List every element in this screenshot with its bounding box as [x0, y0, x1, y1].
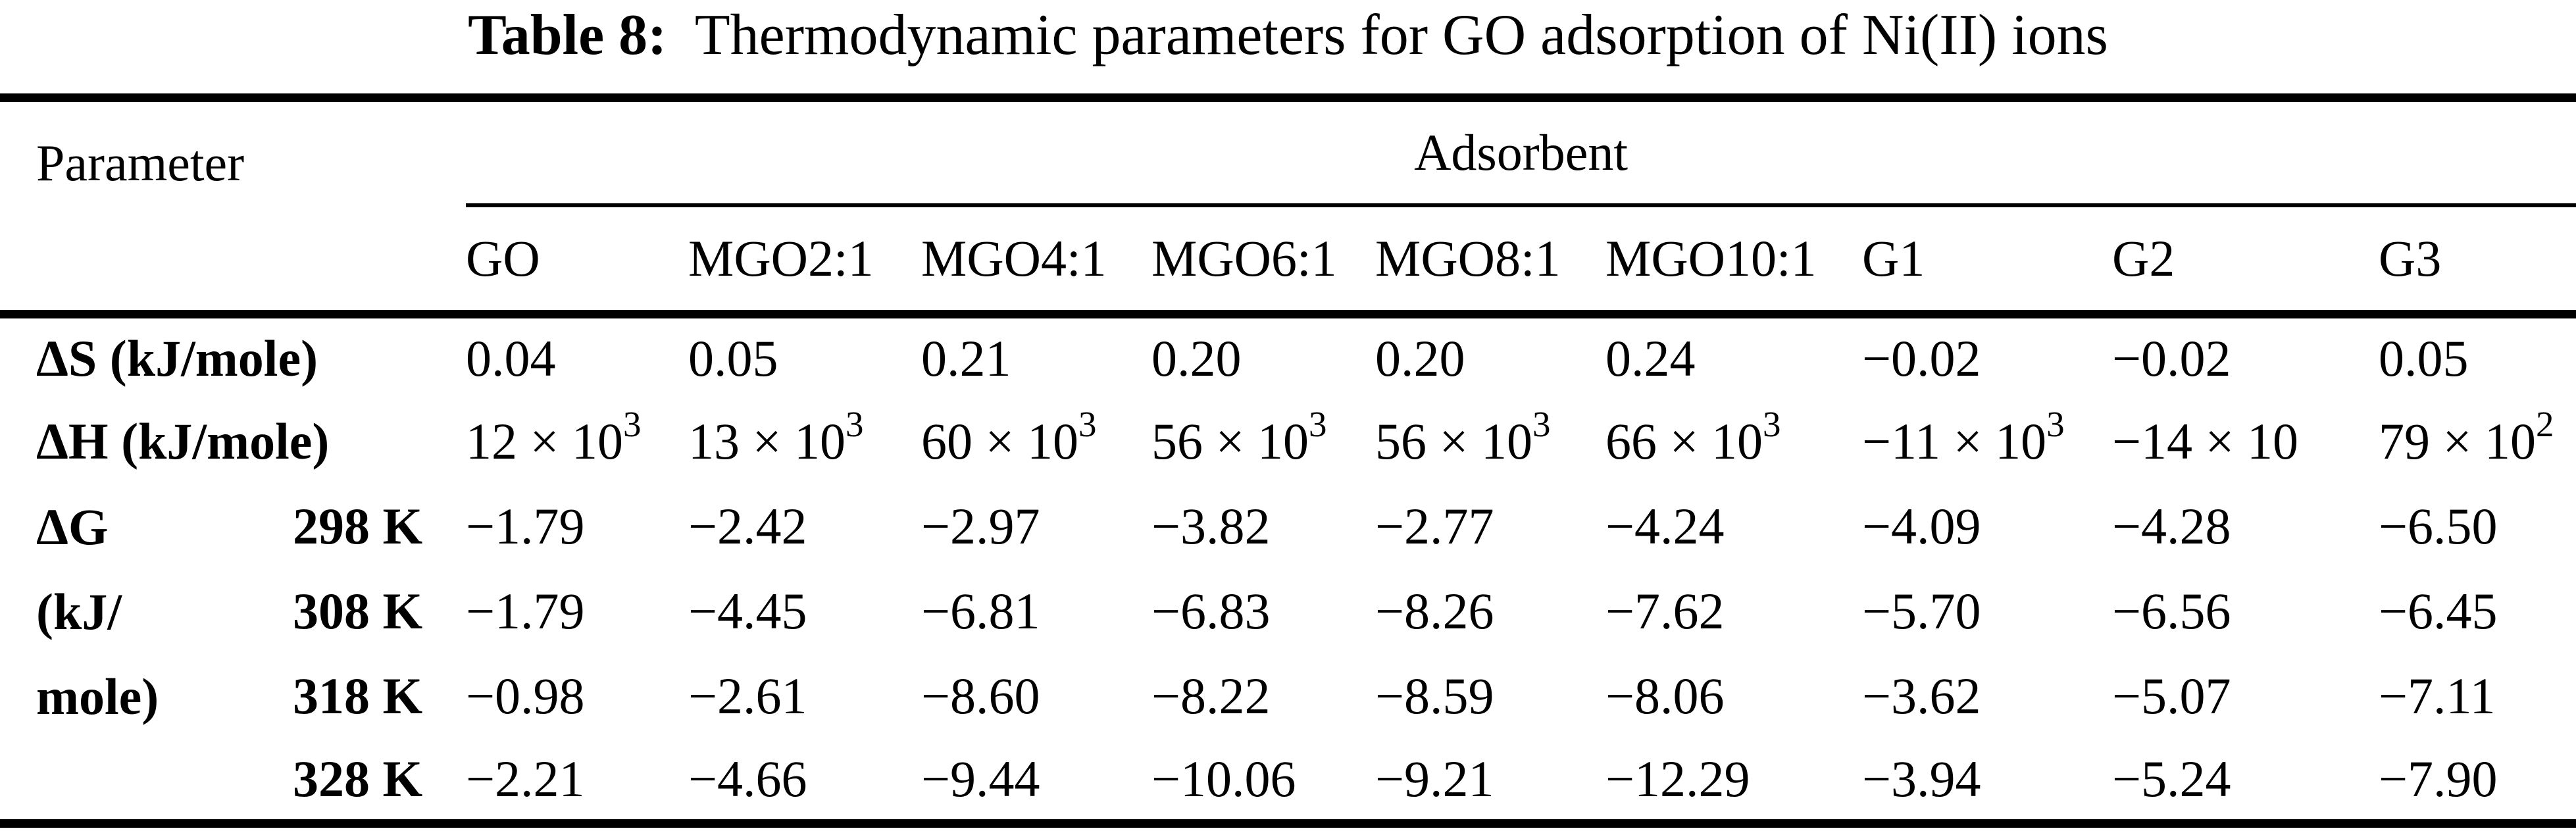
cell-delta-h-g3: 79 × 102: [2379, 404, 2554, 470]
cell-delta-g-298-k-go: −1.79: [466, 497, 585, 555]
column-header-mgo2-1: MGO2:1: [688, 205, 921, 318]
cell-delta-g-298-k-g3: −6.50: [2379, 497, 2498, 555]
table-row-delta-g-308-k: 308 K −1.79 −4.45 −6.81 −6.83 −8.26 −7.62 −5.70…: [0, 569, 2576, 654]
cell-delta-s-go: 0.04: [466, 330, 556, 388]
table-row-delta-g-318-k: 318 K −0.98 −2.61 −8.60 −8.22 −8.59 −8.06 −3.62…: [0, 654, 2576, 739]
column-header-mgo4-1: MGO4:1: [921, 205, 1151, 318]
cell-delta-g-308-k-mgo8-1: −8.26: [1375, 582, 1494, 640]
cell-delta-s-mgo10-1: 0.24: [1605, 330, 1696, 388]
cell-delta-g-318-k-g3: −7.11: [2379, 667, 2496, 724]
cell-delta-g-328-k-mgo10-1: −12.29: [1605, 749, 1750, 807]
table-row-delta-h: ΔH (kJ/mole) 12 × 103 13 × 103 60 × 103 56 ×…: [0, 399, 2576, 484]
temperature-label-298-k: 298 K: [293, 497, 423, 555]
temperature-label-318-k: 318 K: [293, 667, 423, 724]
cell-delta-g-298-k-mgo4-1: −2.97: [921, 497, 1040, 555]
cell-delta-g-308-k-go: −1.79: [466, 582, 585, 640]
cell-delta-g-318-k-mgo8-1: −8.59: [1375, 667, 1494, 724]
temperature-label-328-k: 328 K: [293, 749, 423, 807]
cell-delta-g-298-k-mgo10-1: −4.24: [1605, 497, 1725, 555]
cell-delta-g-328-k-g3: −7.90: [2379, 749, 2498, 807]
adsorbent-header: Adsorbent: [466, 97, 2576, 207]
header-row-columns: GO MGO2:1 MGO4:1 MGO6:1 MGO8:1 MGO10:1 G1 G2 G3: [0, 205, 2576, 318]
cell-delta-g-308-k-mgo2-1: −4.45: [688, 582, 807, 640]
cell-delta-g-318-k-g1: −3.62: [1862, 667, 1981, 724]
cell-delta-s-mgo2-1: 0.05: [688, 330, 778, 388]
parameter-header: Parameter: [0, 97, 466, 318]
cell-delta-g-298-k-mgo6-1: −3.82: [1151, 497, 1271, 555]
cell-delta-h-go: 12 × 103: [466, 404, 642, 470]
column-header-go: GO: [466, 205, 688, 318]
cell-delta-h-mgo10-1: 66 × 103: [1605, 404, 1781, 470]
cell-delta-g-328-k-g1: −3.94: [1862, 749, 1981, 807]
cell-delta-h-mgo8-1: 56 × 103: [1375, 404, 1551, 470]
column-header-g2: G2: [2112, 205, 2379, 318]
cell-delta-g-318-k-g2: −5.07: [2112, 667, 2231, 724]
table-row-delta-s: ΔS (kJ/mole) 0.04 0.05 0.21 0.20 0.20 0.24 −0.0…: [0, 315, 2576, 399]
cell-delta-g-308-k-g2: −6.56: [2112, 582, 2231, 640]
cell-delta-g-318-k-mgo6-1: −8.22: [1151, 667, 1271, 724]
column-header-g3: G3: [2379, 205, 2576, 318]
cell-delta-g-308-k-mgo4-1: −6.81: [921, 582, 1040, 640]
cell-delta-g-318-k-mgo10-1: −8.06: [1605, 667, 1725, 724]
column-header-mgo8-1: MGO8:1: [1375, 205, 1605, 318]
cell-delta-g-328-k-mgo2-1: −4.66: [688, 749, 807, 807]
cell-delta-g-298-k-mgo2-1: −2.42: [688, 497, 807, 555]
cell-delta-s-g1: −0.02: [1862, 330, 1981, 388]
cell-delta-g-318-k-mgo2-1: −2.61: [688, 667, 807, 724]
cell-delta-g-328-k-mgo6-1: −10.06: [1151, 749, 1296, 807]
table-caption-text: Thermodynamic parameters for GO adsorpti…: [667, 3, 2108, 67]
cell-delta-s-mgo8-1: 0.20: [1375, 330, 1465, 388]
cell-delta-g-308-k-g1: −5.70: [1862, 582, 1981, 640]
column-header-g1: G1: [1862, 205, 2112, 318]
cell-delta-g-328-k-mgo4-1: −9.44: [921, 749, 1040, 807]
cell-delta-g-328-k-go: −2.21: [466, 749, 585, 807]
cell-delta-g-308-k-mgo10-1: −7.62: [1605, 582, 1725, 640]
cell-delta-g-318-k-go: −0.98: [466, 667, 585, 724]
table-row-delta-g-298-k: ΔG (kJ/mole) 298 K −1.79 −2.42 −2.97 −3.82 −2.7…: [0, 484, 2576, 725]
table-caption: Table 8: Thermodynamic parameters for GO…: [0, 0, 2576, 93]
table-row-delta-g-328-k: 328 K −2.21 −4.66 −9.44 −10.06 −9.21 −12.29 −3.…: [0, 739, 2576, 824]
row-label-delta-s: ΔS (kJ/mole): [36, 330, 318, 388]
cell-delta-s-g2: −0.02: [2112, 330, 2231, 388]
cell-delta-g-328-k-mgo8-1: −9.21: [1375, 749, 1494, 807]
temperature-label-308-k: 308 K: [293, 582, 423, 640]
cell-delta-h-mgo2-1: 13 × 103: [688, 404, 864, 470]
table-caption-number: Table 8:: [468, 3, 667, 67]
cell-delta-g-298-k-g2: −4.28: [2112, 497, 2231, 555]
cell-delta-g-298-k-mgo8-1: −2.77: [1375, 497, 1494, 555]
row-label-delta-g: ΔG (kJ/mole): [36, 497, 159, 725]
cell-delta-s-mgo6-1: 0.20: [1151, 330, 1242, 388]
cell-delta-g-308-k-g3: −6.45: [2379, 582, 2498, 640]
cell-delta-g-318-k-mgo4-1: −8.60: [921, 667, 1040, 724]
cell-delta-g-298-k-g1: −4.09: [1862, 497, 1981, 555]
column-header-mgo6-1: MGO6:1: [1151, 205, 1375, 318]
cell-delta-h-mgo6-1: 56 × 103: [1151, 404, 1327, 470]
header-row-groups: Parameter Adsorbent: [0, 97, 2576, 318]
cell-delta-h-mgo4-1: 60 × 103: [921, 404, 1097, 470]
cell-delta-g-328-k-g2: −5.24: [2112, 749, 2231, 807]
cell-delta-h-g2: −14 × 10: [2112, 413, 2298, 470]
column-header-mgo10-1: MGO10:1: [1605, 205, 1862, 318]
cell-delta-h-g1: −11 × 103: [1862, 404, 2065, 470]
cell-delta-s-g3: 0.05: [2379, 330, 2469, 388]
cell-delta-s-mgo4-1: 0.21: [921, 330, 1011, 388]
cell-delta-g-308-k-mgo6-1: −6.83: [1151, 582, 1271, 640]
row-label-delta-h: ΔH (kJ/mole): [36, 413, 330, 470]
thermodynamic-parameters-table: Parameter Adsorbent GO MGO2:1 MGO4:1 MGO6:1…: [0, 93, 2576, 828]
